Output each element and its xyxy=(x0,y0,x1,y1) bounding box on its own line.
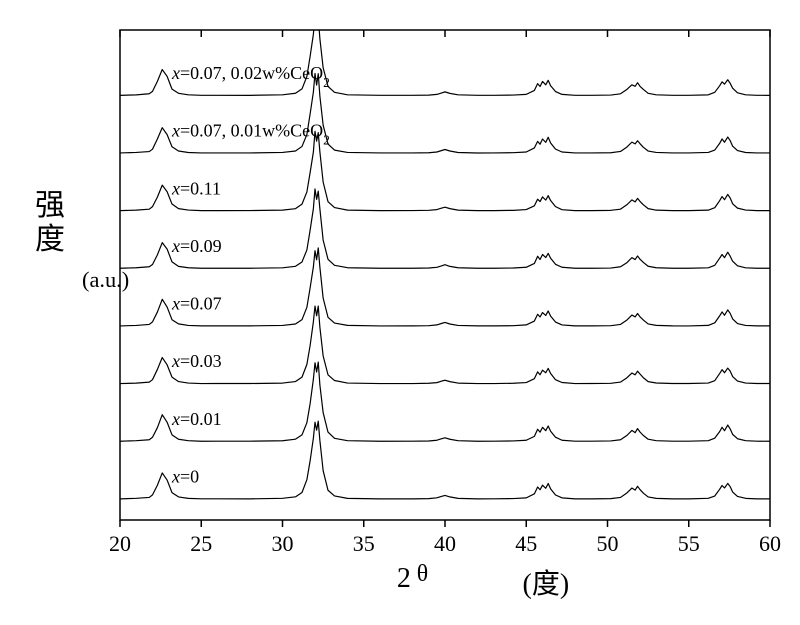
svg-text:度: 度 xyxy=(35,223,65,256)
series-label: x=0.11 xyxy=(171,178,221,198)
svg-text:(度): (度) xyxy=(523,568,570,600)
series-label: x=0.09 xyxy=(171,236,222,256)
svg-text:强: 强 xyxy=(35,189,65,222)
svg-text:50: 50 xyxy=(597,531,619,556)
svg-text:(a.u.): (a.u.) xyxy=(82,267,129,292)
svg-text:25: 25 xyxy=(190,531,212,556)
svg-text:55: 55 xyxy=(678,531,700,556)
svg-text:35: 35 xyxy=(353,531,375,556)
series-label: x=0.03 xyxy=(171,351,222,371)
svg-text:30: 30 xyxy=(272,531,294,556)
series-label: x=0 xyxy=(171,467,199,487)
series-label: x=0.07 xyxy=(171,294,222,314)
svg-text:20: 20 xyxy=(109,531,131,556)
svg-text:60: 60 xyxy=(759,531,781,556)
xrd-chart: 2025303540455055602 θ(度)强度(a.u.)x=0x=0.0… xyxy=(0,0,800,625)
svg-text:40: 40 xyxy=(434,531,456,556)
series-label: x=0.01 xyxy=(171,409,222,429)
svg-text:45: 45 xyxy=(515,531,537,556)
chart-svg: 2025303540455055602 θ(度)强度(a.u.)x=0x=0.0… xyxy=(0,0,800,625)
